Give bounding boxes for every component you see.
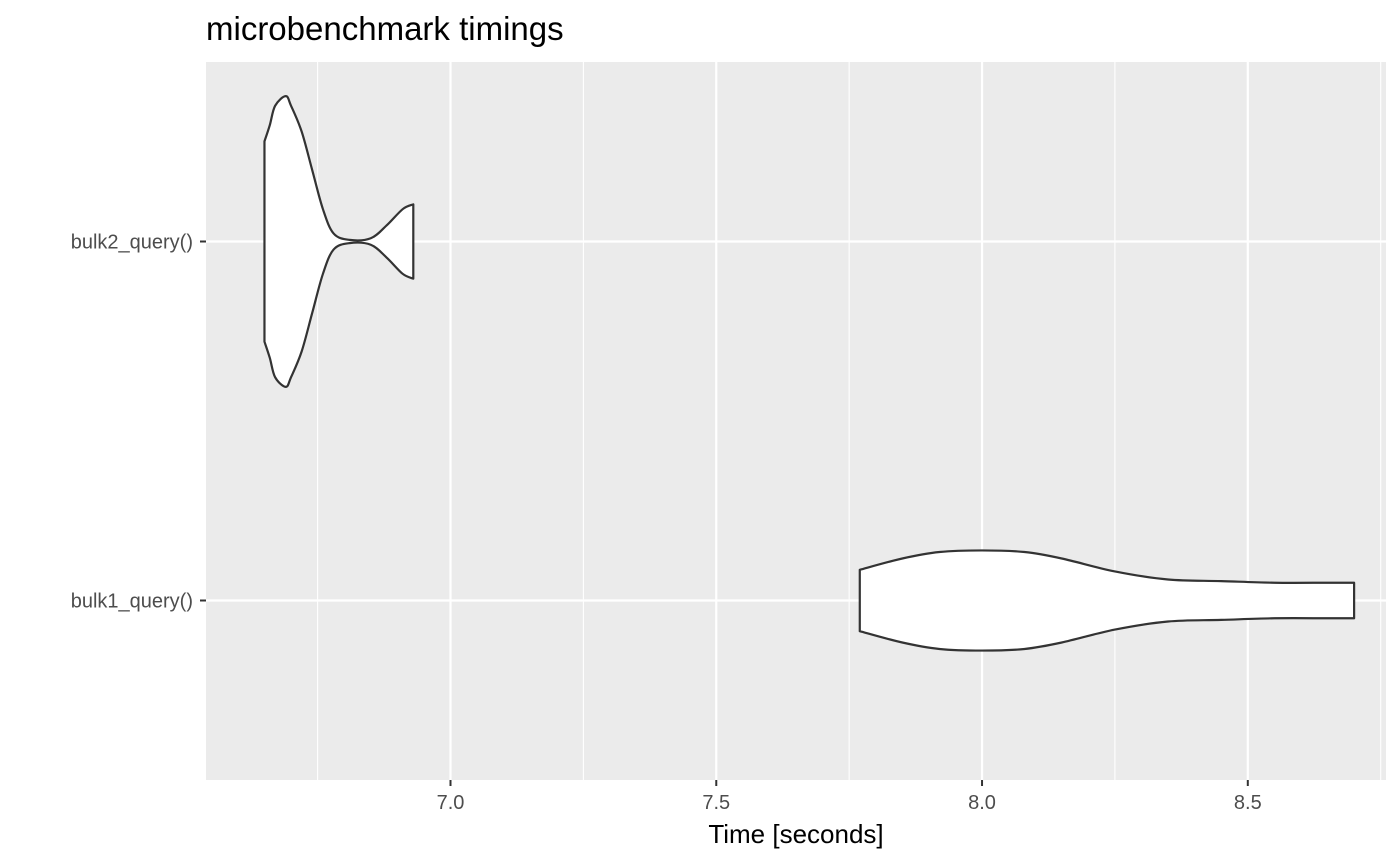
x-axis: 7.0 7.5 8.0 8.5 [437,780,1262,814]
violin-bulk2-query [263,95,415,388]
x-axis-title: Time [seconds] [708,819,883,849]
chart-title: microbenchmark timings [206,10,564,47]
x-tick-label: 7.0 [437,792,465,814]
x-tick-label: 8.0 [968,792,996,814]
minor-gridlines-x [317,62,1382,780]
plot-panel [206,62,1386,780]
major-gridlines-x [449,62,1249,780]
x-tick-label: 8.5 [1234,792,1262,814]
y-tick-label: bulk2_query() [71,232,193,254]
y-tick-label: bulk1_query() [71,591,193,613]
x-tick-label: 7.5 [702,792,730,814]
violin-bulk1-query [858,549,1356,652]
y-axis: bulk2_query() bulk1_query() [71,232,206,613]
violins [263,95,1356,652]
